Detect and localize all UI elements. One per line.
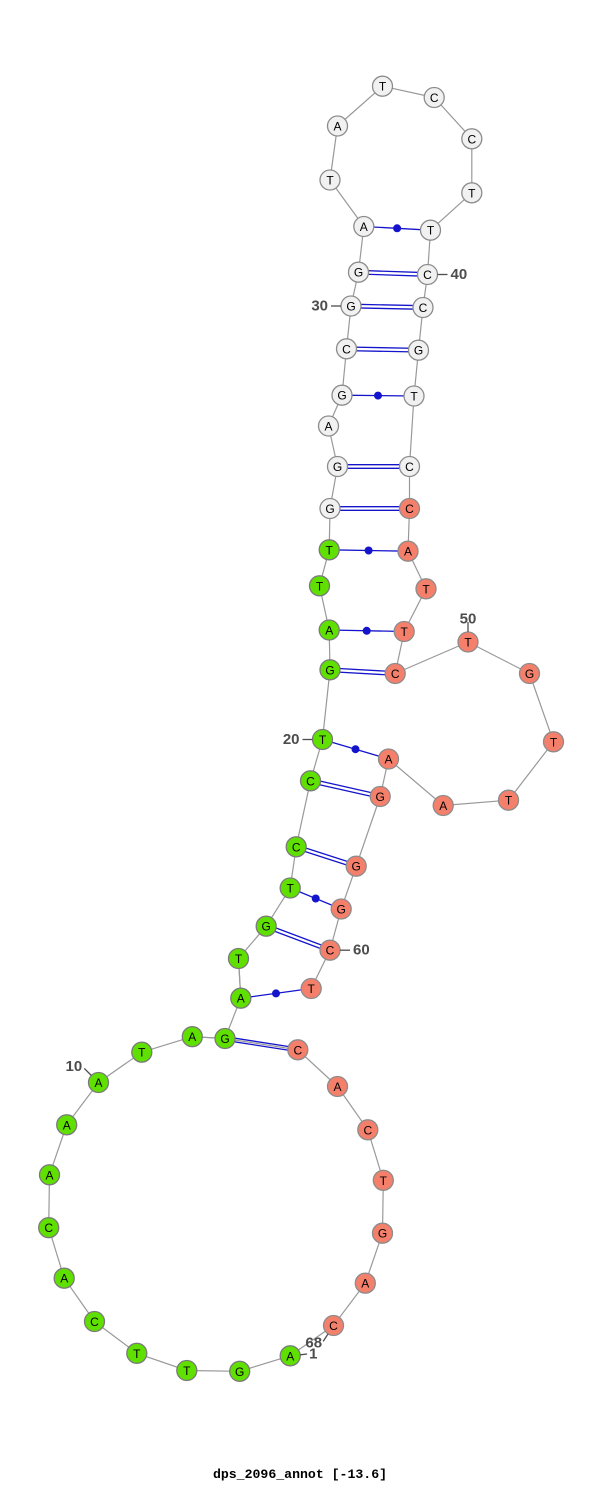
svg-text:T: T <box>380 1174 388 1188</box>
svg-text:C: C <box>405 460 414 474</box>
svg-text:C: C <box>292 840 301 854</box>
svg-text:T: T <box>505 794 513 808</box>
svg-text:A: A <box>360 220 368 234</box>
svg-text:C: C <box>293 1043 302 1057</box>
svg-text:A: A <box>439 799 447 813</box>
svg-text:20: 20 <box>283 731 300 748</box>
svg-text:30: 30 <box>311 298 328 315</box>
svg-text:G: G <box>333 460 342 474</box>
svg-text:C: C <box>467 132 476 146</box>
svg-text:50: 50 <box>460 611 477 628</box>
svg-text:A: A <box>325 624 333 638</box>
svg-text:T: T <box>550 735 558 749</box>
svg-text:T: T <box>183 1364 191 1378</box>
svg-text:G: G <box>354 266 363 280</box>
svg-text:G: G <box>337 389 346 403</box>
svg-text:A: A <box>188 1030 196 1044</box>
svg-text:40: 40 <box>451 266 468 283</box>
svg-text:T: T <box>287 882 295 896</box>
svg-text:A: A <box>237 992 245 1006</box>
svg-text:C: C <box>405 502 414 516</box>
svg-text:A: A <box>45 1168 53 1182</box>
svg-text:C: C <box>391 667 400 681</box>
svg-text:G: G <box>235 1365 244 1379</box>
svg-text:T: T <box>138 1046 146 1060</box>
svg-text:C: C <box>90 1315 99 1329</box>
svg-text:A: A <box>60 1272 68 1286</box>
svg-text:C: C <box>342 342 351 356</box>
svg-text:68: 68 <box>305 1335 322 1352</box>
svg-text:A: A <box>384 753 392 767</box>
svg-text:A: A <box>361 1277 369 1291</box>
svg-text:A: A <box>63 1118 71 1132</box>
svg-text:A: A <box>324 420 332 434</box>
svg-text:G: G <box>352 860 361 874</box>
svg-text:T: T <box>427 224 435 238</box>
svg-text:G: G <box>378 1227 387 1241</box>
svg-text:T: T <box>468 186 476 200</box>
svg-text:T: T <box>410 390 418 404</box>
svg-text:T: T <box>316 579 324 593</box>
svg-text:G: G <box>325 663 334 677</box>
svg-text:G: G <box>376 790 385 804</box>
svg-text:C: C <box>44 1221 53 1235</box>
svg-text:T: T <box>308 982 316 996</box>
svg-text:A: A <box>94 1076 102 1090</box>
svg-text:T: T <box>464 636 472 650</box>
svg-text:T: T <box>326 543 334 557</box>
svg-text:A: A <box>333 1080 341 1094</box>
svg-text:T: T <box>319 733 327 747</box>
svg-text:G: G <box>525 667 534 681</box>
svg-text:10: 10 <box>66 1058 83 1075</box>
svg-text:dps_2096_annot [-13.6]: dps_2096_annot [-13.6] <box>213 1467 387 1482</box>
svg-text:60: 60 <box>353 942 370 959</box>
svg-text:T: T <box>326 174 334 188</box>
svg-text:T: T <box>235 952 243 966</box>
svg-text:A: A <box>404 545 412 559</box>
svg-text:C: C <box>430 91 439 105</box>
svg-text:G: G <box>337 903 346 917</box>
svg-text:T: T <box>422 582 430 596</box>
svg-text:C: C <box>363 1123 372 1137</box>
svg-text:C: C <box>326 944 335 958</box>
svg-text:T: T <box>401 625 409 639</box>
svg-text:G: G <box>220 1032 229 1046</box>
svg-text:A: A <box>333 120 341 134</box>
svg-text:C: C <box>329 1319 338 1333</box>
svg-text:C: C <box>423 268 432 282</box>
svg-text:G: G <box>414 344 423 358</box>
svg-text:C: C <box>419 301 428 315</box>
svg-text:A: A <box>286 1349 294 1363</box>
svg-text:G: G <box>325 502 334 516</box>
svg-text:T: T <box>379 80 387 94</box>
svg-text:C: C <box>306 774 315 788</box>
svg-text:G: G <box>346 300 355 314</box>
svg-text:G: G <box>262 920 271 934</box>
svg-text:T: T <box>133 1347 141 1361</box>
